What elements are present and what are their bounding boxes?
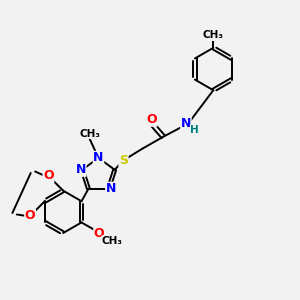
Text: N: N (106, 182, 116, 195)
Text: S: S (119, 154, 128, 167)
Text: O: O (94, 227, 104, 240)
Text: CH₃: CH₃ (79, 128, 100, 139)
Text: CH₃: CH₃ (102, 236, 123, 246)
Text: O: O (43, 169, 54, 182)
Text: H: H (190, 125, 199, 135)
Text: N: N (76, 163, 86, 176)
Text: O: O (146, 113, 157, 126)
Text: O: O (25, 209, 35, 223)
Text: N: N (93, 152, 104, 164)
Text: CH₃: CH₃ (203, 31, 224, 40)
Text: N: N (181, 117, 191, 130)
